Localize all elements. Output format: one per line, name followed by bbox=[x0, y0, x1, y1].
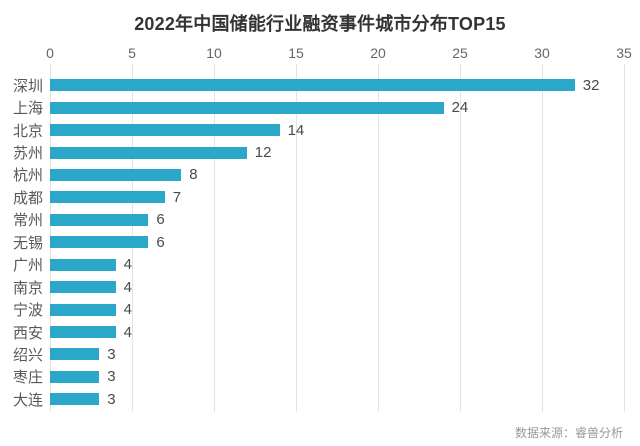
bar-row: 西安 4 bbox=[0, 321, 640, 343]
bar-track: 14 bbox=[50, 122, 624, 139]
gridline-30 bbox=[542, 64, 543, 412]
bar-row: 苏州 12 bbox=[0, 141, 640, 163]
bar-rows: 深圳 32 上海 24 北京 14 苏州 12 杭州 8 成都 7 常州 6 无锡 6 广州 4 南京 4 宁波 4 西安 4… bbox=[0, 74, 640, 411]
category-label: 杭州 bbox=[12, 167, 43, 185]
x-tick-label: 35 bbox=[616, 45, 632, 61]
gridline-10 bbox=[214, 64, 215, 412]
value-label: 4 bbox=[123, 256, 132, 274]
value-label: 14 bbox=[287, 121, 305, 139]
gridline-20 bbox=[378, 64, 379, 412]
bar-row: 无锡 6 bbox=[0, 231, 640, 253]
bar-row: 枣庄 3 bbox=[0, 366, 640, 388]
bar bbox=[50, 348, 100, 361]
x-tick-label: 20 bbox=[370, 45, 386, 61]
bar bbox=[50, 236, 149, 249]
bar-track: 6 bbox=[50, 211, 624, 228]
category-label: 枣庄 bbox=[12, 369, 43, 387]
bar-row: 深圳 32 bbox=[0, 74, 640, 96]
value-label: 8 bbox=[189, 166, 198, 184]
category-label: 大连 bbox=[12, 391, 43, 409]
bar bbox=[50, 168, 182, 181]
category-label: 上海 bbox=[12, 100, 43, 118]
bar-track: 3 bbox=[50, 391, 624, 408]
value-label: 4 bbox=[123, 323, 132, 341]
category-label: 宁波 bbox=[12, 302, 43, 320]
bar-track: 3 bbox=[50, 346, 624, 363]
gridline-35 bbox=[624, 64, 625, 412]
category-label: 广州 bbox=[12, 257, 43, 275]
bar-track: 32 bbox=[50, 77, 624, 94]
x-tick-label: 30 bbox=[534, 45, 550, 61]
bar-row: 南京 4 bbox=[0, 276, 640, 298]
category-label: 绍兴 bbox=[12, 346, 43, 364]
bar-track: 4 bbox=[50, 279, 624, 296]
bar-row: 杭州 8 bbox=[0, 164, 640, 186]
value-label: 3 bbox=[107, 368, 116, 386]
bar-row: 常州 6 bbox=[0, 209, 640, 231]
bar-row: 北京 14 bbox=[0, 119, 640, 141]
gridline-25 bbox=[460, 64, 461, 412]
category-label: 北京 bbox=[12, 122, 43, 140]
bar bbox=[50, 370, 100, 383]
bar-row: 广州 4 bbox=[0, 254, 640, 276]
bar-row: 绍兴 3 bbox=[0, 343, 640, 365]
category-label: 西安 bbox=[12, 324, 43, 342]
x-tick-label: 25 bbox=[452, 45, 468, 61]
bar bbox=[50, 326, 116, 339]
x-axis-ticks: 0 5 10 15 20 25 30 35 bbox=[46, 45, 632, 61]
bar bbox=[50, 213, 149, 226]
value-label: 7 bbox=[172, 188, 182, 206]
bar-row: 上海 24 bbox=[0, 96, 640, 118]
x-tick-label: 15 bbox=[288, 45, 304, 61]
gridline-15 bbox=[296, 64, 297, 412]
value-label: 12 bbox=[254, 144, 272, 162]
bar-track: 8 bbox=[50, 166, 624, 183]
x-tick-label: 10 bbox=[206, 45, 222, 61]
value-label: 4 bbox=[123, 301, 132, 319]
value-label: 3 bbox=[107, 390, 116, 408]
value-label: 32 bbox=[582, 76, 600, 94]
bar bbox=[50, 124, 280, 137]
category-label: 南京 bbox=[12, 279, 43, 297]
bar bbox=[50, 79, 575, 92]
value-label: 3 bbox=[107, 345, 116, 363]
bar-track: 6 bbox=[50, 234, 624, 251]
bar bbox=[50, 303, 116, 316]
category-label: 常州 bbox=[12, 212, 43, 230]
bar-row: 宁波 4 bbox=[0, 298, 640, 320]
bar-track: 12 bbox=[50, 144, 624, 161]
bar bbox=[50, 393, 100, 406]
value-label: 6 bbox=[156, 211, 165, 229]
bar-row: 大连 3 bbox=[0, 388, 640, 410]
bar bbox=[50, 101, 444, 114]
x-tick-label: 0 bbox=[46, 45, 54, 61]
bar-track: 24 bbox=[50, 99, 624, 116]
bar-track: 4 bbox=[50, 256, 624, 273]
bar-track: 3 bbox=[50, 368, 624, 385]
category-label: 成都 bbox=[12, 189, 43, 207]
category-label: 无锡 bbox=[12, 234, 43, 252]
bar-track: 4 bbox=[50, 324, 624, 341]
bar bbox=[50, 146, 247, 159]
category-label: 深圳 bbox=[12, 77, 43, 95]
bar-track: 7 bbox=[50, 189, 624, 206]
value-label: 24 bbox=[451, 99, 469, 117]
bar bbox=[50, 258, 116, 271]
data-source-note: 数据来源：睿兽分析 bbox=[514, 426, 623, 440]
category-label: 苏州 bbox=[12, 145, 43, 163]
bar bbox=[50, 281, 116, 294]
bar bbox=[50, 191, 165, 204]
bar-row: 成都 7 bbox=[0, 186, 640, 208]
chart-title: 2022年中国储能行业融资事件城市分布TOP15 bbox=[134, 14, 506, 34]
value-label: 4 bbox=[123, 278, 132, 296]
value-label: 6 bbox=[156, 233, 165, 251]
bar-track: 4 bbox=[50, 301, 624, 318]
x-tick-label: 5 bbox=[128, 45, 136, 61]
